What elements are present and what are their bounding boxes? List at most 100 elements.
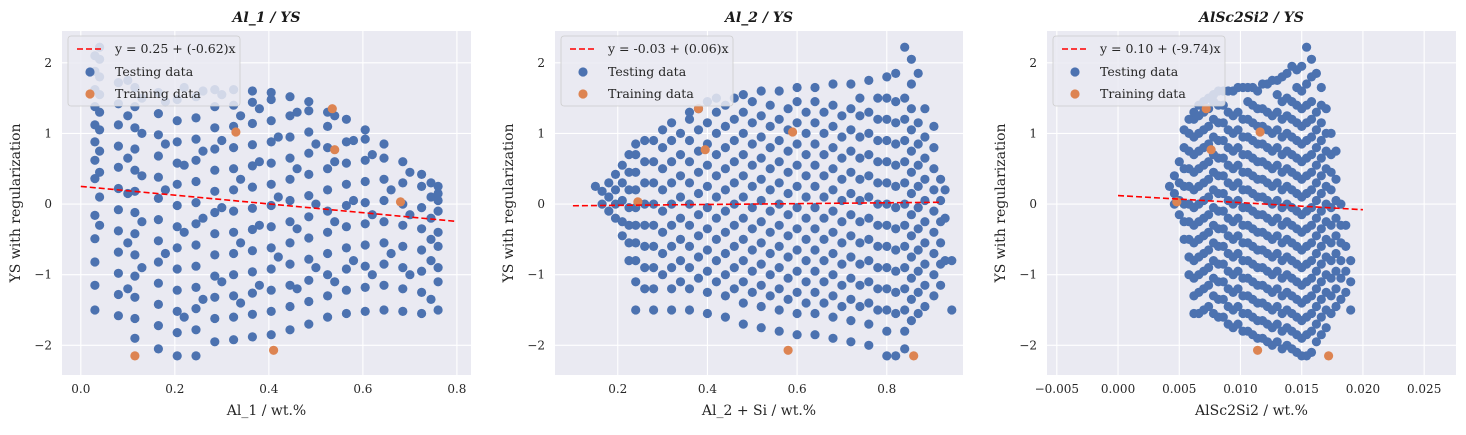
testing-point <box>1326 203 1336 213</box>
testing-point <box>379 174 389 184</box>
testing-point <box>386 185 396 195</box>
testing-point <box>433 277 443 287</box>
testing-point <box>906 125 917 135</box>
testing-point <box>1297 86 1307 96</box>
testing-point <box>828 312 838 322</box>
testing-point <box>792 139 802 149</box>
testing-point <box>266 87 276 98</box>
training-point <box>1324 351 1334 361</box>
testing-point <box>667 220 677 230</box>
y-tick-label: −1 <box>1019 268 1037 282</box>
testing-point <box>940 213 950 223</box>
testing-point <box>210 207 220 218</box>
testing-point <box>610 169 621 179</box>
testing-point <box>729 178 739 188</box>
testing-point <box>684 305 695 315</box>
testing-point <box>846 146 856 156</box>
testing-point <box>379 139 389 149</box>
testing-point <box>873 135 883 146</box>
testing-point <box>891 224 901 234</box>
testing-point <box>667 178 677 188</box>
testing-point <box>191 304 201 314</box>
testing-point <box>684 263 695 273</box>
testing-point <box>217 277 227 287</box>
testing-point <box>304 127 314 137</box>
training-point <box>700 145 710 155</box>
testing-point <box>720 185 731 195</box>
testing-point <box>95 146 105 156</box>
testing-point <box>405 270 415 280</box>
testing-point <box>684 241 695 251</box>
testing-point <box>774 114 784 124</box>
testing-point <box>711 213 722 223</box>
testing-point <box>900 199 910 209</box>
testing-point <box>747 160 757 170</box>
testing-point <box>1218 294 1228 304</box>
testing-point <box>837 132 847 142</box>
testing-point <box>900 344 910 354</box>
testing-point <box>1218 153 1228 163</box>
testing-point <box>1306 347 1317 357</box>
testing-point <box>913 181 923 191</box>
testing-point <box>864 319 874 329</box>
training-point <box>1206 145 1216 155</box>
testing-point <box>285 153 295 163</box>
testing-point <box>304 212 314 222</box>
testing-point <box>747 139 757 149</box>
testing-point <box>947 256 957 266</box>
testing-point <box>433 305 443 315</box>
testing-point <box>720 164 731 174</box>
testing-point <box>864 234 874 244</box>
testing-points <box>1164 42 1356 361</box>
training-point <box>1253 345 1263 355</box>
testing-point <box>624 220 634 230</box>
testing-point <box>1311 284 1321 294</box>
testing-point <box>667 263 677 273</box>
testing-point <box>774 263 784 273</box>
testing-point <box>341 285 351 295</box>
testing-point <box>360 155 370 165</box>
testing-point <box>273 192 283 202</box>
testing-point <box>873 220 883 230</box>
testing-point <box>756 238 766 248</box>
testing-point <box>738 192 748 202</box>
y-axis-label: YS with regularization <box>501 123 517 283</box>
testing-point <box>1321 323 1331 333</box>
x-tick-label: 0.010 <box>1223 382 1257 396</box>
testing-points <box>590 42 957 361</box>
testing-point <box>153 109 163 119</box>
testing-point <box>1331 266 1341 276</box>
testing-point <box>130 144 140 154</box>
testing-point <box>341 179 351 189</box>
testing-point <box>1218 259 1228 269</box>
y-tick-label: −2 <box>527 338 545 352</box>
testing-point <box>398 306 408 316</box>
testing-point <box>702 203 713 213</box>
testing-point <box>864 256 874 266</box>
testing-point <box>1204 245 1214 255</box>
testing-point <box>229 335 239 345</box>
testing-point <box>631 220 641 230</box>
testing-point <box>810 118 820 128</box>
testing-point <box>801 150 811 160</box>
testing-point <box>765 100 775 110</box>
testing-point <box>1233 125 1243 135</box>
y-tick-label: 2 <box>537 56 545 70</box>
testing-point <box>304 191 314 201</box>
testing-point <box>810 245 820 255</box>
y-tick-label: 1 <box>44 126 52 140</box>
testing-point <box>426 192 436 202</box>
testing-point <box>1302 79 1312 89</box>
testing-point <box>640 178 650 188</box>
testing-point <box>747 97 757 107</box>
testing-point <box>720 248 731 259</box>
testing-point <box>756 217 766 227</box>
testing-point <box>1311 266 1321 276</box>
testing-point <box>266 94 276 105</box>
testing-point <box>675 171 686 181</box>
y-tick-label: 0 <box>44 197 52 211</box>
testing-point <box>153 151 163 161</box>
testing-point <box>846 231 856 241</box>
testing-point <box>873 157 883 167</box>
testing-point <box>906 231 917 241</box>
